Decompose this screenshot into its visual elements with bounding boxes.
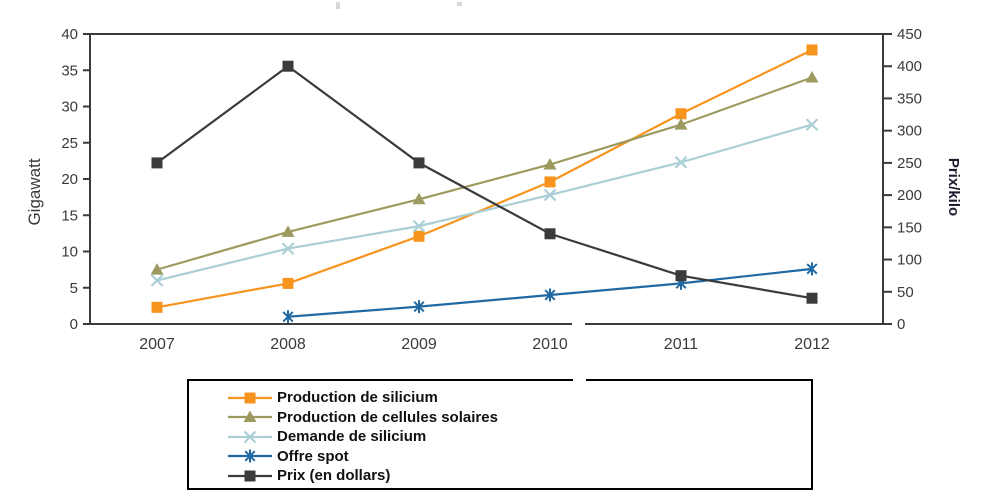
svg-text:0: 0 — [897, 316, 905, 333]
legend-item-prix: Prix (en dollars) — [189, 466, 811, 486]
svg-text:200: 200 — [897, 187, 922, 204]
svg-text:2010: 2010 — [532, 336, 568, 353]
svg-text:100: 100 — [897, 252, 922, 269]
legend-label: Production de cellules solaires — [277, 408, 498, 426]
dark-square-line-icon — [228, 468, 272, 484]
svg-text:25: 25 — [61, 135, 78, 152]
svg-text:150: 150 — [897, 219, 922, 236]
svg-text:300: 300 — [897, 123, 922, 140]
cropped-title-artifact — [336, 2, 340, 9]
legend-label: Production de silicium — [277, 389, 438, 407]
svg-text:30: 30 — [61, 99, 78, 116]
blue-asterisk-line-icon — [228, 448, 272, 464]
svg-text:15: 15 — [61, 207, 78, 224]
olive-triangle-line-icon — [228, 409, 272, 425]
svg-text:400: 400 — [897, 58, 922, 75]
svg-text:50: 50 — [897, 284, 914, 301]
svg-text:450: 450 — [897, 26, 922, 43]
legend-item-offre-spot: Offre spot — [189, 447, 811, 467]
svg-text:35: 35 — [61, 62, 78, 79]
svg-text:0: 0 — [70, 316, 78, 333]
left-axis-title: Gigawatt — [25, 158, 44, 226]
legend-item-production-silicium: Production de silicium — [189, 388, 811, 408]
legend-border-gap-artifact — [573, 379, 586, 381]
legend-box: Production de silicium Production de cel… — [187, 379, 813, 490]
right-axis-title: Prix/kilo — [945, 157, 962, 217]
svg-text:10: 10 — [61, 244, 78, 261]
svg-text:2011: 2011 — [664, 336, 699, 353]
legend-label: Demande de silicium — [277, 428, 427, 446]
orange-square-line-icon — [228, 390, 272, 406]
line-chart-plot: 0510152025303540050100150200250300350400… — [61, 26, 922, 353]
cropped-title-artifact — [457, 2, 462, 6]
svg-text:2007: 2007 — [139, 336, 175, 353]
svg-text:40: 40 — [61, 26, 78, 43]
legend-label: Offre spot — [277, 447, 349, 465]
legend-item-production-cellules: Production de cellules solaires — [189, 408, 811, 428]
svg-text:2008: 2008 — [270, 336, 306, 353]
svg-text:2009: 2009 — [401, 336, 437, 353]
svg-text:350: 350 — [897, 90, 922, 107]
svg-text:5: 5 — [70, 280, 78, 297]
svg-text:2012: 2012 — [794, 336, 830, 353]
legend-item-demande-silicium: Demande de silicium — [189, 427, 811, 447]
legend-label: Prix (en dollars) — [277, 467, 391, 485]
svg-text:250: 250 — [897, 155, 922, 172]
lightblue-x-line-icon — [228, 429, 272, 445]
svg-text:20: 20 — [61, 171, 78, 188]
